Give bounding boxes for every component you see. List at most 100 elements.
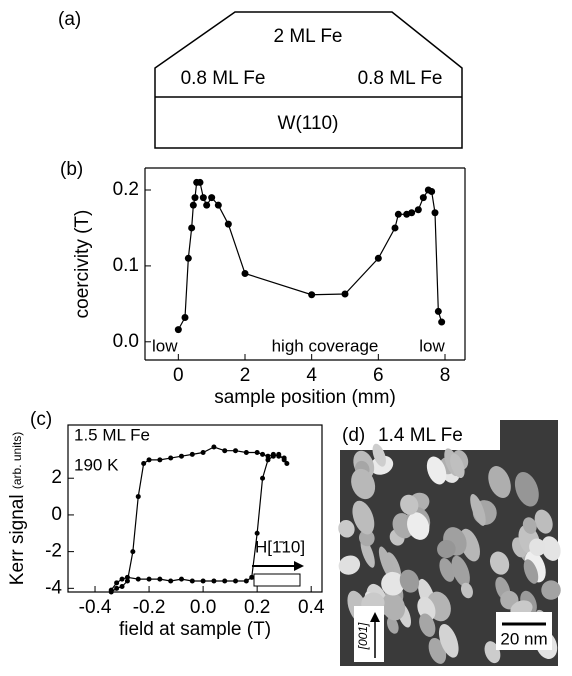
data-point xyxy=(200,194,207,201)
layer-label: 0.8 ML Fe xyxy=(181,68,266,89)
data-point xyxy=(147,577,152,582)
data-point xyxy=(120,577,125,582)
image-title: 1.4 ML Fe xyxy=(378,425,463,446)
series-line xyxy=(111,454,284,590)
data-point xyxy=(415,206,422,213)
data-point xyxy=(308,291,315,298)
data-point xyxy=(130,549,135,554)
chart: (c) -0.4 -0.2 0.0 0.2 0.4 -4 -2 0 2 field at sampl… xyxy=(7,409,325,640)
x-tick-label: -0.2 xyxy=(133,597,166,618)
data-point xyxy=(244,578,249,583)
data-point xyxy=(233,448,238,453)
y-tick-label: 2 xyxy=(51,467,62,488)
y-tick-label: 0.1 xyxy=(113,255,139,276)
panel-label: (b) xyxy=(60,159,83,180)
annotation: 1.5 ML Fe xyxy=(74,425,150,444)
data-point xyxy=(179,454,184,459)
x-tick-label: 4 xyxy=(306,365,317,386)
data-point xyxy=(432,209,439,216)
x-tick-label: 0 xyxy=(173,365,184,386)
x-tick-label: -0.4 xyxy=(79,597,112,618)
data-point xyxy=(157,577,162,582)
y-axis-title: Kerr signal xyxy=(7,494,28,585)
data-point xyxy=(190,578,195,583)
data-point xyxy=(109,588,114,593)
annotation: H[1̄10] xyxy=(255,537,305,556)
data-point xyxy=(125,575,130,580)
data-point xyxy=(197,179,204,186)
panel-d: (d) 1.4 ML Fe 20 nm [001] xyxy=(336,420,564,666)
data-point xyxy=(435,308,442,315)
y-tick-label: -2 xyxy=(45,541,62,562)
data-point xyxy=(260,452,265,457)
x-tick-label: 0.4 xyxy=(298,597,325,618)
data-point xyxy=(242,270,249,277)
data-point xyxy=(428,188,435,195)
data-point xyxy=(136,494,141,499)
x-tick-label: 0.2 xyxy=(244,597,270,618)
data-point xyxy=(438,319,445,326)
data-point xyxy=(190,452,195,457)
panel-label: (c) xyxy=(30,409,52,430)
data-point xyxy=(136,577,141,582)
data-point xyxy=(255,531,260,536)
annotation: 190 K xyxy=(74,455,119,474)
y-axis-label: coercivity (T) xyxy=(72,210,93,319)
data-point xyxy=(201,450,206,455)
data-point xyxy=(271,454,276,459)
data-point xyxy=(408,209,415,216)
x-tick-label: 2 xyxy=(240,365,251,386)
data-point xyxy=(185,255,192,262)
data-point xyxy=(175,326,182,333)
data-point xyxy=(265,457,270,462)
annotation: low xyxy=(152,336,178,355)
data-point xyxy=(157,457,162,462)
y-tick-label: 0.0 xyxy=(113,331,139,352)
sample-box xyxy=(254,574,300,586)
x-tick-label: 6 xyxy=(373,365,384,386)
data-point xyxy=(276,452,281,457)
data-point xyxy=(208,194,215,201)
data-point xyxy=(120,584,125,589)
x-axis-label: field at sample (T) xyxy=(119,619,271,640)
y-tick-label: 0 xyxy=(51,504,62,525)
data-point xyxy=(255,450,260,455)
chart: (b)024680.00.10.2sample position (mm)coe… xyxy=(60,159,465,408)
data-point xyxy=(342,290,349,297)
data-point xyxy=(282,457,287,462)
data-point xyxy=(249,575,254,580)
panel-label: (a) xyxy=(58,9,81,30)
substrate-label: W(110) xyxy=(278,113,339,134)
data-point xyxy=(192,194,199,201)
arrow-head xyxy=(294,561,304,571)
data-point xyxy=(375,255,382,262)
data-point xyxy=(147,457,152,462)
data-point xyxy=(392,224,399,231)
data-point xyxy=(114,580,119,585)
layer-label: 0.8 ML Fe xyxy=(358,68,443,89)
data-point xyxy=(188,224,195,231)
y-axis-title: coercivity (T) xyxy=(72,210,93,319)
panel-label: (d) xyxy=(342,425,365,446)
x-tick-label: 0.0 xyxy=(190,597,216,618)
annotation: high coverage xyxy=(272,336,379,355)
data-point xyxy=(395,211,402,218)
data-point xyxy=(222,448,227,453)
data-point xyxy=(233,578,238,583)
y-tick-label: 0.2 xyxy=(113,179,139,200)
data-point xyxy=(201,578,206,583)
layer-label: 2 ML Fe xyxy=(274,26,343,47)
direction-label: [001] xyxy=(356,622,370,650)
panel-a: (a) 2 ML Fe 0.8 ML Fe 0.8 ML Fe W(110) xyxy=(58,9,462,148)
y-tick-label: -4 xyxy=(45,577,62,598)
data-point xyxy=(420,194,427,201)
y-axis-label: Kerr signal (arb. units) xyxy=(7,432,28,585)
data-point xyxy=(225,221,232,228)
figure: (a) 2 ML Fe 0.8 ML Fe 0.8 ML Fe W(110) (… xyxy=(0,0,572,671)
data-point xyxy=(215,202,222,209)
data-point xyxy=(168,456,173,461)
data-point xyxy=(179,577,184,582)
data-point xyxy=(222,578,227,583)
data-point xyxy=(260,476,265,481)
y-axis-unit: (arb. units) xyxy=(10,432,24,489)
